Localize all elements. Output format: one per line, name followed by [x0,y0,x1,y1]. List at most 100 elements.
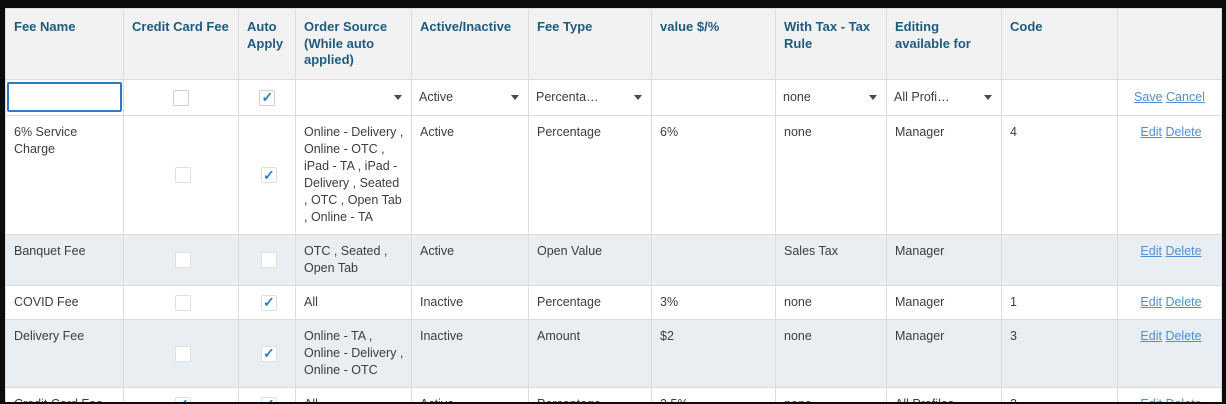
fee-name-input[interactable] [7,82,122,113]
tax-rule-cell: none [775,114,887,235]
fees-table: Fee Name Credit Card Fee Auto Apply Orde… [5,8,1222,402]
credit-card-fee-cell [123,114,239,235]
active-inactive-cell: Active [411,386,529,402]
credit-card-fee-checkbox [174,294,191,311]
delete-link[interactable]: Delete [1165,124,1202,139]
value-cell: 3% [651,284,776,320]
delete-link[interactable]: Delete [1165,328,1202,343]
order-source-dropdown[interactable] [303,87,404,107]
chevron-down-icon [511,94,519,100]
credit-card-fee-cell [123,284,239,320]
auto-apply-checkbox[interactable] [259,89,275,106]
auto-apply-cell [238,78,296,116]
col-header-code: Code [1001,8,1118,80]
auto-apply-cell [238,386,296,402]
value-cell: $2 [651,318,776,388]
row-actions-cell: Edit Delete [1117,318,1222,388]
auto-apply-cell [238,284,296,320]
fee-type-cell: Percentage [528,114,652,235]
col-header-tax-rule: With Tax - Tax Rule [775,8,887,80]
auto-apply-cell [238,114,296,235]
cancel-link[interactable]: Cancel [1166,89,1205,104]
auto-apply-checkbox [260,252,277,269]
credit-card-fee-checkbox[interactable] [173,89,189,106]
row-actions-cell: Edit Delete [1117,233,1222,286]
edit-link[interactable]: Edit [1140,294,1162,309]
col-header-actions [1117,8,1222,80]
code-cell: 3 [1001,318,1118,388]
editing-available-dropdown-value: All Profi… [894,89,950,104]
code-cell [1001,233,1118,286]
editing-available-cell: Manager [886,114,1002,235]
active-inactive-cell: Active [411,114,529,235]
delete-link[interactable]: Delete [1165,294,1202,309]
fee-table-row: 6% Service Charge Online - Delivery , On… [5,114,1222,235]
active-inactive-dropdown[interactable]: Active [419,87,521,107]
auto-apply-cell [238,233,296,286]
auto-apply-checkbox [260,294,277,311]
credit-card-fee-cell [123,318,239,388]
tax-rule-cell: none [775,284,887,320]
edit-link[interactable]: Edit [1140,328,1162,343]
credit-card-fee-checkbox [174,167,191,184]
auto-apply-checkbox [260,396,277,402]
delete-link[interactable]: Delete [1165,243,1202,258]
fee-type-dropdown[interactable]: Percenta… [536,87,644,107]
row-actions-cell: Edit Delete [1117,386,1222,402]
fee-type-cell: Percentage [528,386,652,402]
edit-link[interactable]: Edit [1140,124,1162,139]
editing-available-dropdown[interactable]: All Profi… [894,87,994,107]
fee-name-cell: Banquet Fee [5,233,124,286]
order-source-cell: Online - Delivery , Online - OTC , iPad … [295,114,412,235]
active-inactive-cell: Inactive [411,318,529,388]
col-header-credit-card-fee: Credit Card Fee [123,8,239,80]
editing-available-cell: Manager [886,284,1002,320]
fee-type-cell: Amount [528,318,652,388]
tax-rule-cell: Sales Tax [775,233,887,286]
code-cell: 1 [1001,284,1118,320]
col-header-value: value $/% [651,8,776,80]
row-actions-cell: Edit Delete [1117,114,1222,235]
fee-type-cell: Percentage [528,284,652,320]
tax-rule-dropdown[interactable]: none [783,87,879,107]
tax-rule-cell: none [775,318,887,388]
header-row: Fee Name Credit Card Fee Auto Apply Orde… [5,8,1222,80]
chevron-down-icon [394,94,402,100]
col-header-fee-name: Fee Name [5,8,124,80]
new-fee-edit-row: Active Percenta… none [5,78,1222,116]
editing-available-cell: Manager [886,318,1002,388]
fee-name-input-cell [5,78,124,116]
active-inactive-cell: Inactive [411,284,529,320]
chevron-down-icon [869,94,877,100]
fee-type-cell: Open Value [528,233,652,286]
credit-card-fee-cell [123,386,239,402]
value-cell: 3.5% [651,386,776,402]
tax-rule-dropdown-value: none [783,89,811,104]
delete-link[interactable]: Delete [1165,397,1201,402]
order-source-cell: All [295,284,412,320]
active-inactive-dropdown-value: Active [419,89,454,104]
editing-available-cell: All Profiles [886,386,1002,402]
fee-name-cell: Credit Card Fee [5,386,124,402]
credit-card-fee-cell [123,233,239,286]
fee-table-row: Banquet Fee OTC , Seated , Open Tab Acti… [5,233,1222,286]
fee-name-cell: 6% Service Charge [5,114,124,235]
credit-card-fee-checkbox [174,345,191,362]
fee-type-cell: Percenta… [528,78,652,116]
edit-row-actions-cell: Save Cancel [1117,78,1222,116]
fee-type-dropdown-value: Percenta… [536,89,599,104]
save-link[interactable]: Save [1134,89,1163,104]
order-source-cell: OTC , Seated , Open Tab [295,233,412,286]
fee-name-cell: COVID Fee [5,284,124,320]
chevron-down-icon [634,94,642,100]
order-source-cell: All [295,386,412,402]
fee-table-row: Delivery Fee Online - TA , Online - Deli… [5,318,1222,388]
value-cell [651,78,776,116]
fees-table-container: Fee Name Credit Card Fee Auto Apply Orde… [5,8,1222,402]
tax-rule-cell: none [775,78,887,116]
edit-link[interactable]: Edit [1140,397,1162,402]
order-source-cell [295,78,412,116]
edit-link[interactable]: Edit [1140,243,1162,258]
chevron-down-icon [984,94,992,100]
active-inactive-cell: Active [411,233,529,286]
